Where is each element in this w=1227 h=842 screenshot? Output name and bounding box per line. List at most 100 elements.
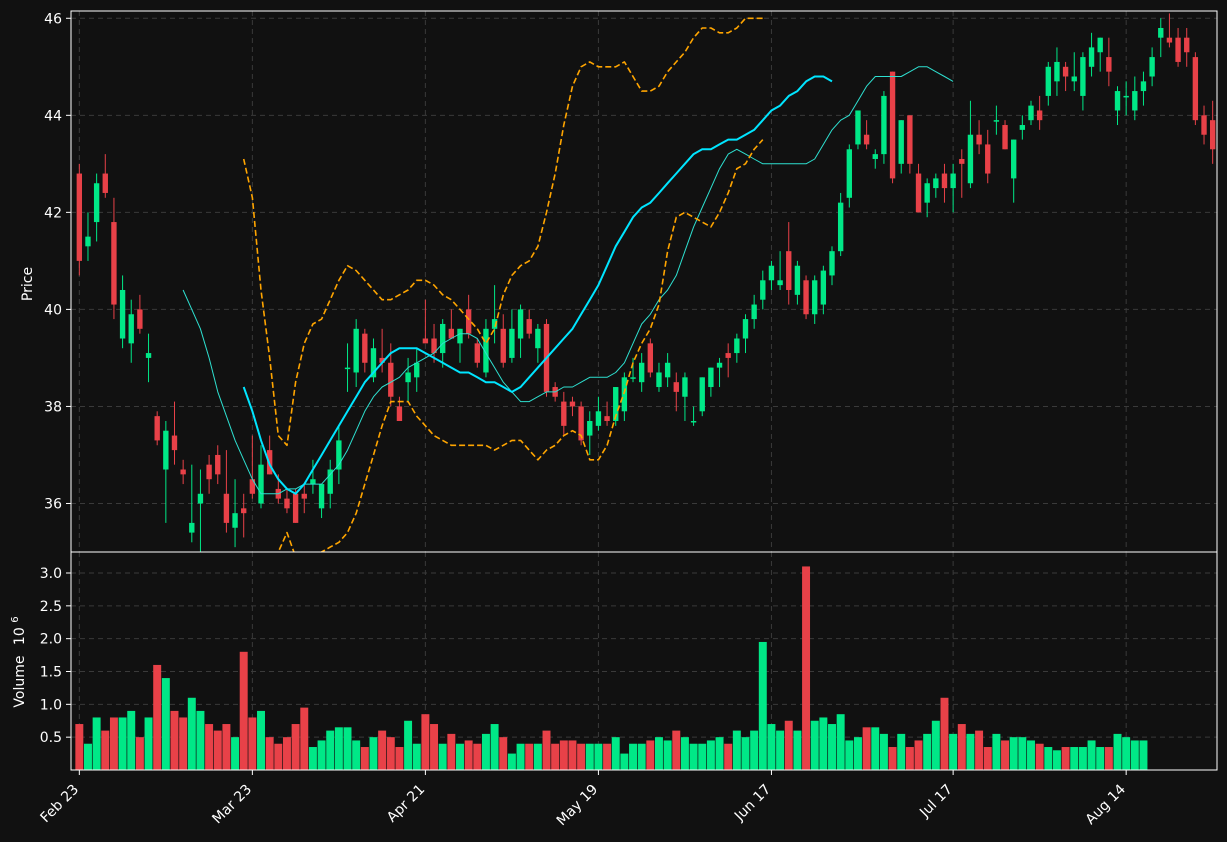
candle-body xyxy=(362,333,368,363)
volume-bar xyxy=(654,737,663,770)
volume-bar xyxy=(975,730,984,770)
volume-bar xyxy=(1104,747,1113,770)
volume-bar xyxy=(135,737,144,770)
volume-panel-frame xyxy=(70,551,1218,771)
candle-body xyxy=(1132,91,1138,111)
volume-bar xyxy=(196,710,205,770)
candle-body xyxy=(535,328,541,349)
volume-bar xyxy=(888,747,897,770)
candle-body xyxy=(941,173,948,189)
candle-body xyxy=(1140,81,1147,92)
candle-body xyxy=(760,280,766,300)
volume-bar xyxy=(456,743,464,770)
candle-body xyxy=(119,289,126,339)
volume-bar xyxy=(516,743,525,770)
volume-bar xyxy=(750,730,759,770)
candle-body xyxy=(777,280,783,286)
candle-body xyxy=(1201,115,1207,135)
candle-body xyxy=(985,144,991,174)
volume-bar xyxy=(637,743,646,770)
volume-bar xyxy=(386,737,395,770)
candle-body xyxy=(1062,66,1069,77)
volume-bar xyxy=(957,724,966,770)
volume-bar xyxy=(83,743,92,770)
volume-bar xyxy=(153,664,162,770)
volume-bar xyxy=(1018,737,1027,770)
volume-bar xyxy=(404,720,413,770)
volume-bar xyxy=(949,733,958,770)
volume-bar xyxy=(629,743,638,770)
candle-body xyxy=(215,454,221,475)
candle-body xyxy=(768,265,775,281)
price-axis-title: Price xyxy=(20,267,36,301)
volume-bar xyxy=(1035,743,1044,770)
volume-bar xyxy=(672,730,681,770)
volume-bar xyxy=(828,724,836,770)
volume-axis-label: Volume xyxy=(12,656,28,708)
price-tick-label: 42 xyxy=(44,205,62,221)
volume-bar xyxy=(853,737,862,770)
candle-body xyxy=(604,416,610,421)
candle-body xyxy=(872,154,878,159)
candle-body xyxy=(1011,139,1017,179)
volume-tick-label: 1.5 xyxy=(40,665,62,681)
volume-bar xyxy=(620,753,629,770)
candle-body xyxy=(249,479,256,494)
candle-body xyxy=(102,173,108,193)
candle-body xyxy=(1088,47,1095,67)
volume-bar xyxy=(784,720,793,770)
volume-bar xyxy=(836,714,845,770)
candle-body xyxy=(613,387,619,421)
volume-bar xyxy=(507,753,516,770)
candle-body xyxy=(353,328,359,373)
volume-bar xyxy=(1027,740,1035,770)
volume-bar xyxy=(187,697,196,770)
volume-bar xyxy=(940,697,949,770)
volume-bar xyxy=(464,740,473,770)
volume-bar xyxy=(282,737,291,770)
volume-bar xyxy=(533,743,542,770)
candle-body xyxy=(1175,37,1181,62)
volume-bar xyxy=(213,730,222,770)
candle-body xyxy=(734,338,740,354)
candle-body xyxy=(318,484,325,509)
candle-body xyxy=(517,309,524,339)
volume-tick-label: 2.0 xyxy=(40,632,62,648)
candle-body xyxy=(1184,37,1190,53)
volume-bar xyxy=(352,740,361,770)
volume-bar xyxy=(1087,740,1096,770)
volume-bar xyxy=(300,707,309,770)
volume-bar xyxy=(334,727,343,770)
volume-bar xyxy=(1052,750,1061,770)
candle-body xyxy=(465,309,472,334)
candle-body xyxy=(1192,57,1199,121)
candle-body xyxy=(786,251,792,290)
volume-bar xyxy=(360,747,369,770)
volume-bar xyxy=(663,740,672,770)
volume-bar xyxy=(862,727,871,770)
candle-body xyxy=(491,319,498,329)
candle-body xyxy=(587,420,593,436)
candle-body xyxy=(647,343,654,373)
volume-bar xyxy=(819,717,828,770)
volume-bar xyxy=(265,737,274,770)
candle-body xyxy=(163,430,169,470)
candle-body xyxy=(85,236,91,247)
volume-bar xyxy=(931,720,940,770)
volume-bar xyxy=(1001,740,1010,770)
moving-average-fast-line xyxy=(182,66,954,495)
candle-body xyxy=(1054,61,1060,82)
volume-bar xyxy=(594,743,603,770)
volume-bar xyxy=(577,743,586,770)
candle-body xyxy=(474,343,480,363)
volume-bar xyxy=(438,743,447,770)
volume-bar xyxy=(92,717,101,770)
volume-bar xyxy=(871,727,880,770)
candle-body xyxy=(561,401,567,426)
volume-bar xyxy=(680,737,689,770)
volume-tick-label: 2.5 xyxy=(40,599,62,615)
volume-bar xyxy=(810,720,819,770)
candle-body xyxy=(128,314,134,344)
candle-body xyxy=(630,377,636,379)
candle-body xyxy=(638,362,645,383)
